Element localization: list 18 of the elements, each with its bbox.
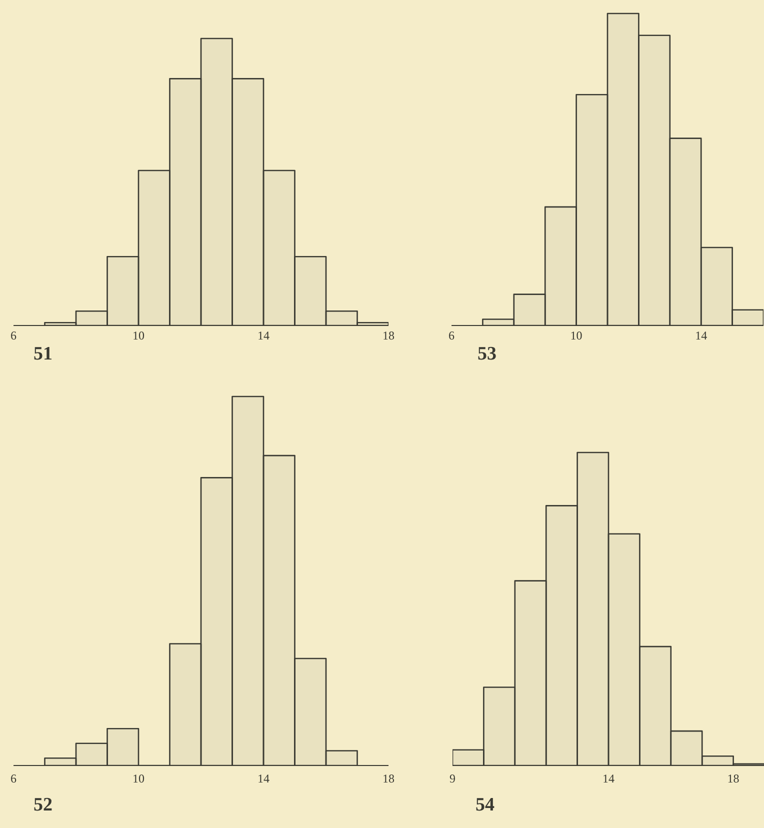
text: 53 [478, 344, 496, 364]
x-tick-label: 9 [450, 772, 456, 786]
x-tick-label: 10 [132, 772, 144, 786]
x-tick-label: 18 [382, 772, 394, 786]
x-tick-label: 14 [258, 772, 270, 786]
x-tick-label: 18 [727, 772, 740, 786]
x-tick-label: 14 [602, 772, 614, 786]
x-tick-label: 6 [10, 328, 16, 342]
text: 54 [476, 794, 495, 816]
x-tick-label: 18 [382, 328, 394, 342]
x-tick-label: 10 [570, 328, 582, 342]
x-tick-label: 6 [10, 772, 16, 786]
text: 52 [34, 794, 52, 816]
x-tick-label: 14 [695, 328, 708, 342]
text: 51 [34, 344, 52, 364]
x-tick-label: 14 [258, 328, 270, 342]
x-tick-label: 10 [132, 328, 144, 342]
x-tick-label: 6 [448, 328, 454, 342]
